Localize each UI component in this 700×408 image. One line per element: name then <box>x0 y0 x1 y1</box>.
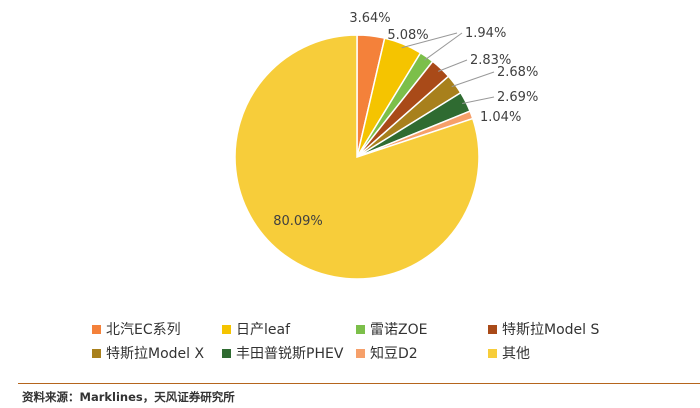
data-label: 2.83% <box>470 53 511 68</box>
data-label: 80.09% <box>273 214 323 229</box>
legend-swatch <box>356 348 365 358</box>
legend-item-tesla-model-s: 特斯拉Model S <box>488 319 599 339</box>
legend-row-2: 特斯拉Model X 丰田普锐斯PHEV 知豆D2 其他 <box>92 341 652 365</box>
legend-swatch <box>222 348 231 358</box>
data-label: 1.04% <box>480 110 521 125</box>
pie-slice <box>234 34 480 280</box>
data-label: 5.08% <box>387 28 428 43</box>
legend-item-other: 其他 <box>488 343 530 363</box>
data-label: 1.94% <box>465 26 506 41</box>
pie-chart-svg: 3.64% 5.08% 1.94% 2.83%2.68% 2.69% 1.04% 80.09… <box>234 11 538 280</box>
legend-label: 丰田普锐斯PHEV <box>236 346 344 362</box>
legend-swatch <box>92 324 101 334</box>
pie-chart: 3.64% 5.08% 1.94% 2.83% 2.68% 2.69% 1.04% 80.09… <box>234 11 538 280</box>
leader-line <box>462 96 495 105</box>
legend-label: 其他 <box>502 346 530 362</box>
data-label: 2.69% <box>497 90 538 105</box>
source-divider <box>18 383 700 384</box>
legend-swatch <box>488 348 497 358</box>
legend: 北汽EC系列 日产leaf 雷诺ZOE 特斯拉Model S 特斯拉Model … <box>92 317 652 365</box>
legend-swatch <box>356 324 365 334</box>
data-label: 3.64% <box>349 11 390 26</box>
legend-swatch <box>92 348 101 358</box>
legend-item-beiqi-ec: 北汽EC系列 <box>92 319 222 339</box>
leader-line <box>451 71 495 88</box>
legend-label: 雷诺ZOE <box>370 322 428 338</box>
source-note: 资料来源：Marklines，天风证券研究所 <box>22 390 235 404</box>
legend-item-toyota-prius-phev: 丰田普锐斯PHEV <box>222 343 356 363</box>
legend-label: 知豆D2 <box>370 346 418 362</box>
legend-label: 特斯拉Model X <box>106 346 205 362</box>
leader-line <box>424 32 463 61</box>
leader-line <box>401 32 458 49</box>
leader-line <box>438 59 468 72</box>
legend-item-nissan-leaf: 日产leaf <box>222 319 356 339</box>
legend-item-renault-zoe: 雷诺ZOE <box>356 319 488 339</box>
legend-swatch <box>222 324 231 334</box>
legend-item-zhidou-d2: 知豆D2 <box>356 343 488 363</box>
legend-swatch <box>488 324 497 334</box>
legend-row-1: 北汽EC系列 日产leaf 雷诺ZOE 特斯拉Model S <box>92 317 652 341</box>
legend-label: 日产leaf <box>236 322 291 338</box>
data-label: 2.68% <box>497 65 538 80</box>
legend-label: 北汽EC系列 <box>106 322 181 338</box>
legend-label: 特斯拉Model S <box>502 322 600 338</box>
legend-item-tesla-model-x: 特斯拉Model X <box>92 343 222 363</box>
